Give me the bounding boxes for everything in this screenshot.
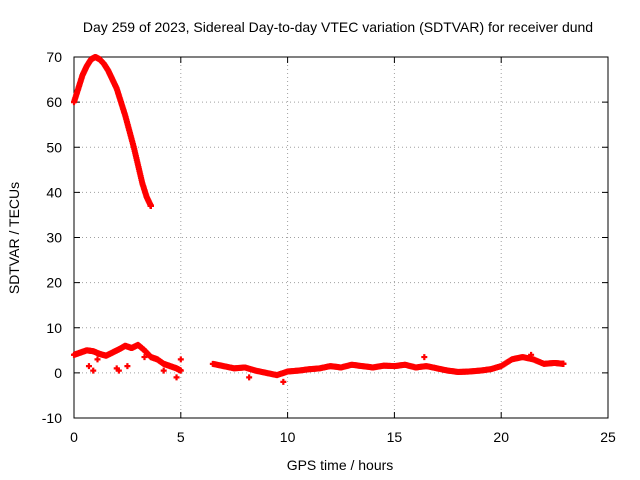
data-point <box>421 354 428 361</box>
x-tick-label: 10 <box>280 429 296 445</box>
x-tick-label: 20 <box>493 429 509 445</box>
axis-ticks: 0 5 10 15 20 25 -10 0 10 20 30 40 50 60 70 <box>42 49 616 445</box>
grid-lines <box>74 57 608 418</box>
y-axis-label: SDTVAR / TECUs <box>6 182 22 294</box>
data-point <box>246 374 253 381</box>
series-high-arc <box>71 54 154 209</box>
series-scatter-spikes <box>85 351 535 385</box>
data-points <box>71 54 567 385</box>
data-point <box>85 363 92 370</box>
chart-title: Day 259 of 2023, Sidereal Day-to-day VTE… <box>83 19 593 35</box>
data-point <box>90 367 97 374</box>
data-point <box>141 354 148 361</box>
data-point <box>528 351 535 358</box>
data-point <box>94 356 101 363</box>
data-point <box>124 363 131 370</box>
y-tick-label: 20 <box>46 275 62 291</box>
x-tick-label: 15 <box>387 429 403 445</box>
y-tick-label: 0 <box>54 365 62 381</box>
x-tick-label: 0 <box>70 429 78 445</box>
data-point <box>177 367 184 374</box>
y-tick-label: 50 <box>46 139 62 155</box>
y-tick-label: 70 <box>46 49 62 65</box>
data-point <box>173 374 180 381</box>
y-tick-label: 30 <box>46 230 62 246</box>
x-tick-label: 5 <box>177 429 185 445</box>
data-point <box>177 356 184 363</box>
data-point <box>280 378 287 385</box>
data-point <box>560 360 567 367</box>
data-point <box>160 367 167 374</box>
y-tick-label: 60 <box>46 94 62 110</box>
y-tick-label: -10 <box>42 410 62 426</box>
y-tick-label: 40 <box>46 184 62 200</box>
series-low-band <box>71 341 567 379</box>
y-tick-label: 10 <box>46 320 62 336</box>
data-point <box>147 202 154 209</box>
data-point <box>115 367 122 374</box>
x-tick-label: 25 <box>600 429 616 445</box>
x-axis-label: GPS time / hours <box>287 457 394 473</box>
